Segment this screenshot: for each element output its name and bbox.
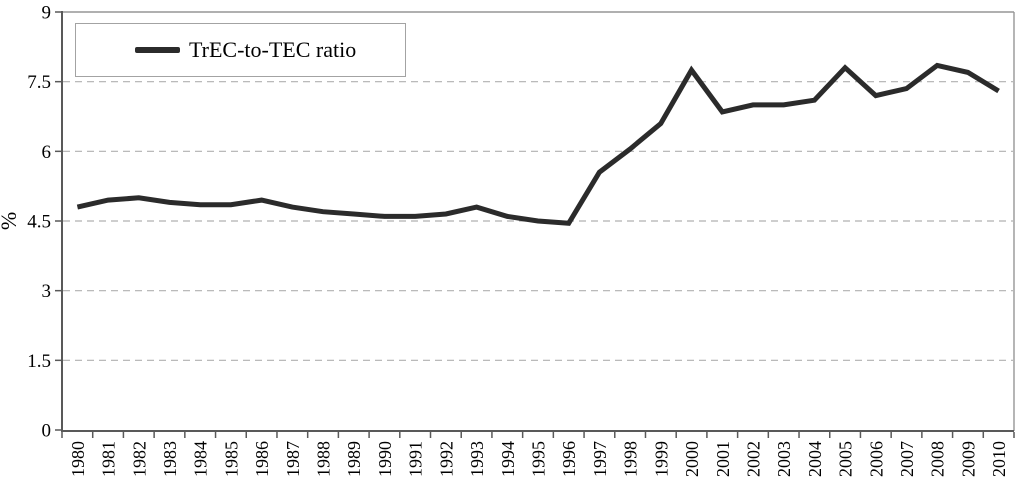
y-axis-tick-label: 0: [42, 421, 52, 442]
y-axis-tick-label: 7.5: [27, 72, 51, 93]
y-axis-tick-label: 3: [42, 281, 52, 302]
x-axis-tick-label: 1983: [160, 441, 180, 477]
x-axis-tick-label: 1988: [314, 441, 334, 477]
x-axis-tick-label: 1994: [498, 441, 518, 477]
x-axis-tick-label: 1981: [99, 441, 119, 477]
x-axis-tick-label: 2001: [713, 441, 733, 477]
x-axis-tick-label: 2005: [836, 441, 856, 477]
x-axis-tick-label: 2000: [682, 441, 702, 477]
x-axis-tick-label: 1991: [406, 441, 426, 477]
x-axis-tick-label: 1993: [467, 441, 487, 477]
y-axis-tick-label: 9: [42, 3, 52, 24]
x-axis-tick-label: 1980: [68, 441, 88, 477]
x-axis-tick-label: 1986: [252, 441, 272, 477]
x-axis-tick-label: 1997: [590, 441, 610, 477]
x-axis-tick-label: 1990: [375, 441, 395, 477]
y-axis-title: %: [0, 212, 21, 230]
x-axis-tick-label: 1996: [559, 441, 579, 477]
x-axis-tick-label: 1995: [529, 441, 549, 477]
x-axis-tick-label: 2002: [743, 441, 763, 477]
x-axis-tick-label: 1984: [191, 441, 211, 477]
x-axis-tick-label: 1998: [621, 441, 641, 477]
legend-label: TrEC-to-TEC ratio: [189, 37, 357, 62]
x-axis-tick-label: 2010: [989, 441, 1009, 477]
x-axis-tick-label: 1992: [436, 441, 456, 477]
x-axis-tick-label: 1999: [651, 441, 671, 477]
series-line-trec-to-tec-ratio: [76, 62, 1000, 226]
x-axis-tick-label: 1985: [221, 441, 241, 477]
x-axis-tick-label: 2004: [805, 441, 825, 477]
y-axis-tick-label: 1.5: [27, 351, 51, 372]
x-axis-tick-label: 2006: [866, 441, 886, 477]
legend: TrEC-to-TEC ratio: [75, 23, 406, 77]
x-axis-tick-label: 1982: [129, 441, 149, 477]
y-axis-tick-label: 4.5: [27, 212, 51, 233]
y-axis-tick-label: 6: [42, 142, 52, 163]
legend-line-sample-icon: [135, 47, 180, 53]
x-axis-tick-label: 1987: [283, 441, 303, 477]
x-axis-tick-label: 2003: [774, 441, 794, 477]
x-axis-tick-label: 2009: [958, 441, 978, 477]
x-axis-tick-label: 1989: [344, 441, 364, 477]
x-axis-tick-label: 2008: [928, 441, 948, 477]
x-axis-tick-label: 2007: [897, 441, 917, 477]
